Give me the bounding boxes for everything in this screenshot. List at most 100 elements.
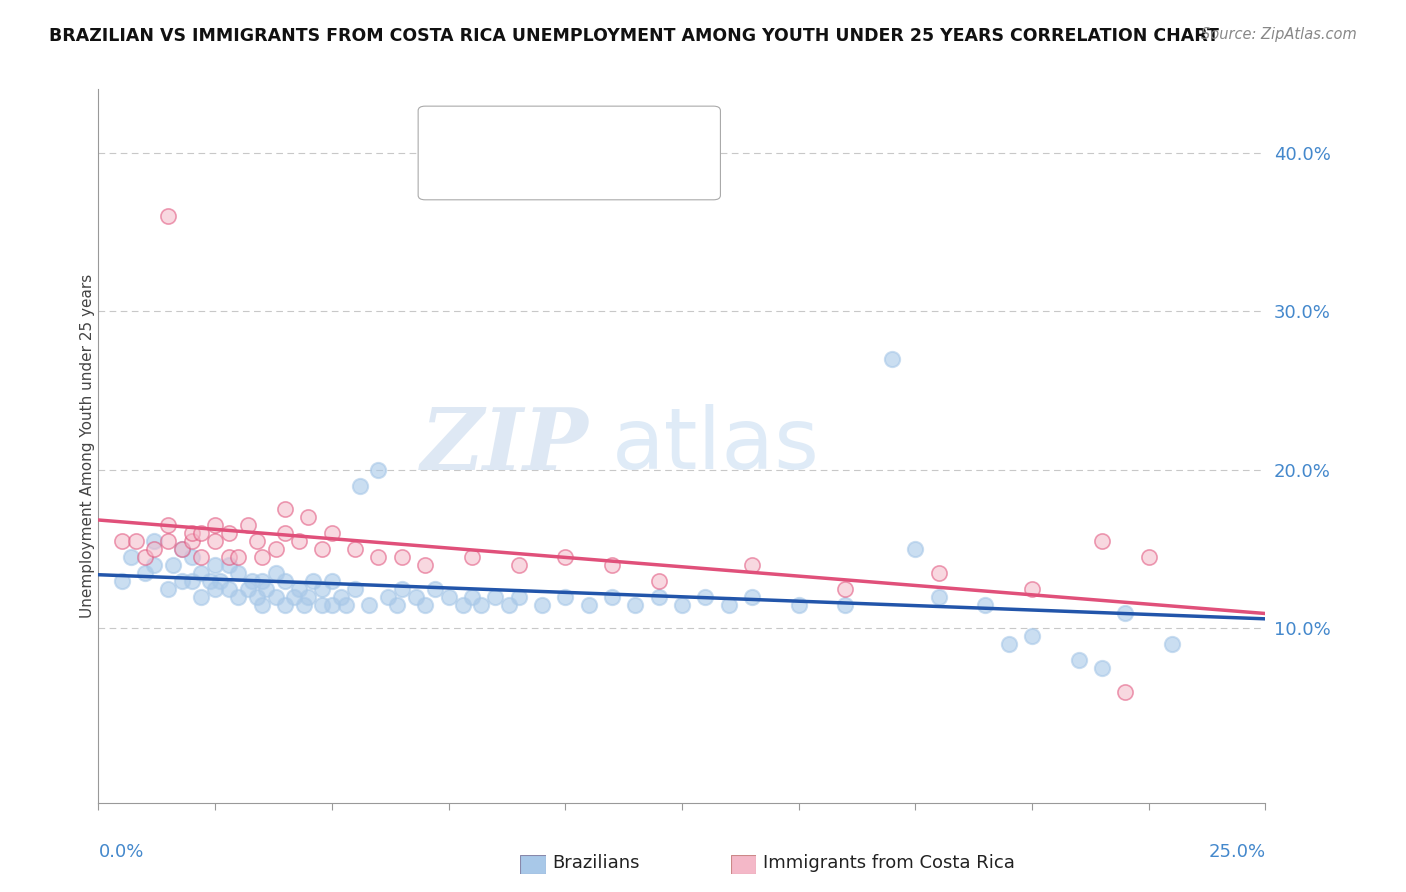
Point xyxy=(741,590,763,604)
Point xyxy=(125,534,148,549)
Point xyxy=(218,558,240,572)
Point xyxy=(377,590,399,604)
Point xyxy=(302,574,325,588)
Point xyxy=(180,549,202,564)
Point xyxy=(367,549,389,564)
Point xyxy=(250,574,273,588)
Point xyxy=(208,574,231,588)
Text: ZIP: ZIP xyxy=(420,404,589,488)
Point xyxy=(274,598,297,612)
Point xyxy=(741,558,763,572)
Point xyxy=(1137,549,1160,564)
Point xyxy=(554,549,576,564)
Point xyxy=(157,518,180,533)
Point xyxy=(717,598,740,612)
Point xyxy=(288,582,311,596)
Point xyxy=(508,590,530,604)
Point xyxy=(413,558,436,572)
Point xyxy=(600,558,623,572)
Point xyxy=(834,598,856,612)
Point xyxy=(461,590,484,604)
Point xyxy=(1114,606,1136,620)
Text: R =: R = xyxy=(475,160,515,178)
Point xyxy=(218,549,240,564)
Text: atlas: atlas xyxy=(612,404,820,488)
Point xyxy=(484,590,506,604)
Point xyxy=(190,526,212,541)
Point xyxy=(498,598,520,612)
Point xyxy=(190,566,212,580)
Point xyxy=(554,590,576,604)
Point xyxy=(451,598,474,612)
Point xyxy=(834,582,856,596)
Point xyxy=(143,534,166,549)
Point xyxy=(228,566,250,580)
Point xyxy=(264,542,287,557)
Point xyxy=(172,574,194,588)
Point xyxy=(242,574,264,588)
Point xyxy=(1091,661,1114,675)
Point xyxy=(330,590,353,604)
Text: 0.0%: 0.0% xyxy=(98,843,143,861)
Text: 43: 43 xyxy=(612,160,637,178)
Point xyxy=(344,582,367,596)
Point xyxy=(647,590,669,604)
Point xyxy=(180,574,202,588)
Point xyxy=(190,590,212,604)
Point xyxy=(246,590,269,604)
Point xyxy=(359,598,381,612)
Point xyxy=(111,574,134,588)
Text: N =: N = xyxy=(564,127,616,145)
Point xyxy=(288,534,311,549)
Point xyxy=(880,351,903,366)
Point xyxy=(204,582,226,596)
Point xyxy=(180,534,202,549)
Point xyxy=(928,566,950,580)
Point xyxy=(321,598,343,612)
Point xyxy=(904,542,927,557)
Point xyxy=(321,526,343,541)
Text: BRAZILIAN VS IMMIGRANTS FROM COSTA RICA UNEMPLOYMENT AMONG YOUTH UNDER 25 YEARS : BRAZILIAN VS IMMIGRANTS FROM COSTA RICA … xyxy=(49,27,1219,45)
Point xyxy=(391,582,413,596)
Point xyxy=(335,598,357,612)
Point xyxy=(218,526,240,541)
Point xyxy=(157,582,180,596)
Point xyxy=(423,582,446,596)
Point xyxy=(204,534,226,549)
Point xyxy=(162,558,184,572)
Point xyxy=(134,549,156,564)
Point xyxy=(228,549,250,564)
Point xyxy=(530,598,553,612)
Point xyxy=(470,598,492,612)
Point xyxy=(297,510,319,524)
Point xyxy=(1021,629,1043,643)
Y-axis label: Unemployment Among Youth under 25 years: Unemployment Among Youth under 25 years xyxy=(80,274,94,618)
Point xyxy=(264,566,287,580)
Point xyxy=(1161,637,1184,651)
Point xyxy=(172,542,194,557)
Point xyxy=(671,598,693,612)
Point xyxy=(578,598,600,612)
Point xyxy=(250,598,273,612)
Point xyxy=(928,590,950,604)
Point xyxy=(311,542,333,557)
Point xyxy=(292,598,315,612)
Point xyxy=(405,590,427,604)
Point xyxy=(111,534,134,549)
Point xyxy=(1021,582,1043,596)
Point xyxy=(311,598,333,612)
Point xyxy=(134,566,156,580)
Point xyxy=(997,637,1019,651)
Point xyxy=(624,598,647,612)
Point xyxy=(391,549,413,564)
Point xyxy=(157,534,180,549)
Point xyxy=(321,574,343,588)
Text: Source: ZipAtlas.com: Source: ZipAtlas.com xyxy=(1201,27,1357,42)
Point xyxy=(204,558,226,572)
Point xyxy=(256,582,278,596)
Point xyxy=(385,598,408,612)
Point xyxy=(600,590,623,604)
Point xyxy=(283,590,305,604)
Point xyxy=(274,574,297,588)
Point xyxy=(695,590,717,604)
